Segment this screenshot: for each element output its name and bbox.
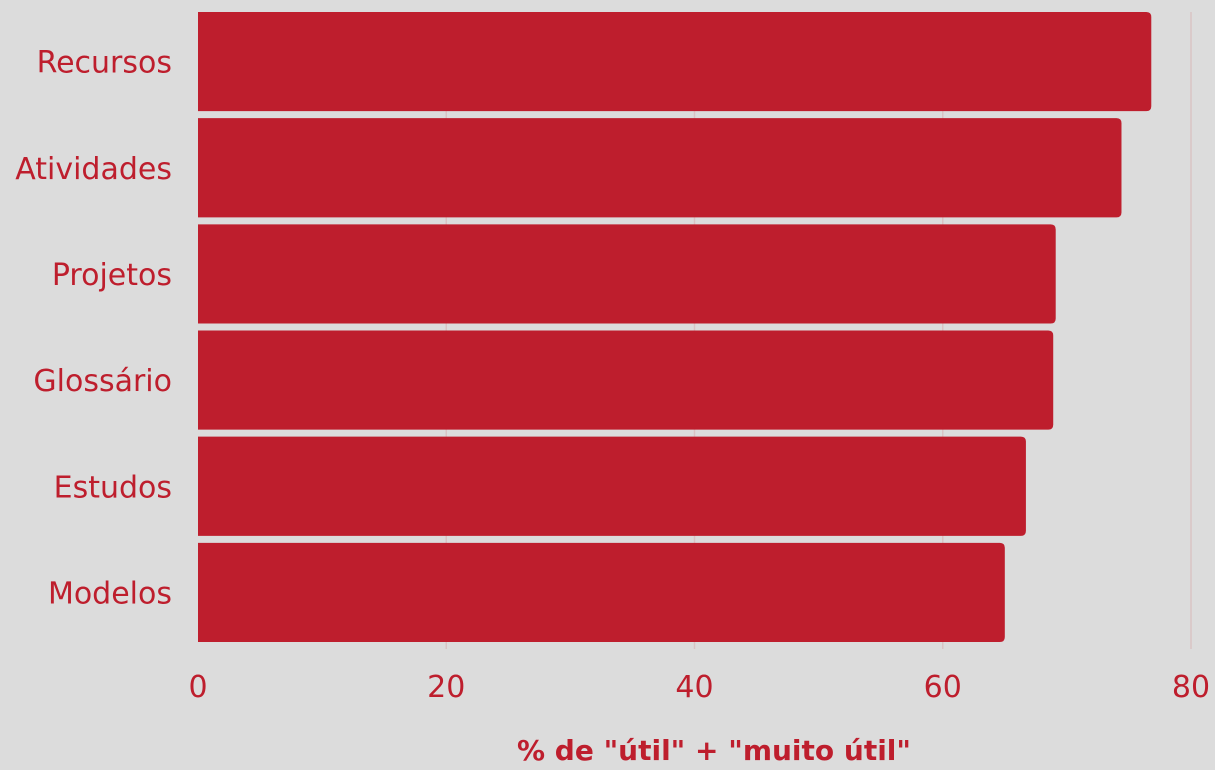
category-label-glossário: Glossário xyxy=(33,364,172,399)
bar-glossário xyxy=(198,330,1054,430)
bar-estudos xyxy=(198,436,1026,536)
category-label-modelos: Modelos xyxy=(48,576,172,611)
x-tick-label-0: 0 xyxy=(188,670,207,705)
category-labels: Recursos Atividades Projetos Glossário Estud… xyxy=(15,46,172,612)
bar-modelos xyxy=(198,542,1005,642)
bar-projetos xyxy=(198,224,1056,324)
category-label-estudos: Estudos xyxy=(54,470,172,505)
x-tick-label-20: 20 xyxy=(427,670,465,705)
x-axis-title: % de "útil" + "muito útil" xyxy=(517,734,911,767)
bars xyxy=(198,12,1152,642)
x-tick-labels: 0 20 40 60 80 xyxy=(188,670,1210,705)
category-label-atividades: Atividades xyxy=(15,152,172,187)
x-tick-label-40: 40 xyxy=(675,670,713,705)
x-tick-label-60: 60 xyxy=(924,670,962,705)
bar-atividades xyxy=(198,118,1122,218)
category-label-projetos: Projetos xyxy=(52,258,172,293)
category-label-recursos: Recursos xyxy=(37,46,172,81)
x-tick-label-80: 80 xyxy=(1172,670,1210,705)
bar-recursos xyxy=(198,12,1152,112)
